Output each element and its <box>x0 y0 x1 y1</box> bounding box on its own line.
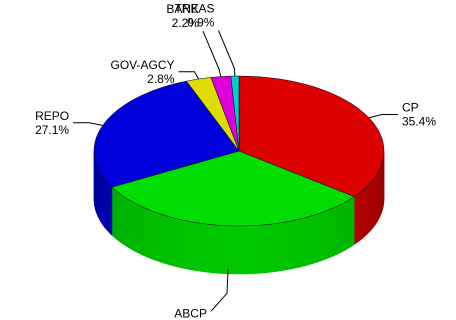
side-abcp <box>181 219 187 270</box>
side-abcp <box>240 225 247 275</box>
side-abcp <box>191 221 197 272</box>
side-abcp <box>265 223 272 274</box>
side-abcp <box>250 225 257 275</box>
slice-abcp <box>111 150 355 227</box>
side-repo <box>108 183 112 235</box>
leader-abcp <box>210 268 229 312</box>
side-abcp <box>333 205 338 257</box>
side-abcp <box>119 193 124 245</box>
side-abcp <box>143 206 148 258</box>
side-abcp <box>299 217 305 268</box>
side-abcp <box>132 201 137 253</box>
label-gov-agcy-name: GOV-AGCY <box>110 58 174 72</box>
side-abcp <box>312 213 318 264</box>
pie-tops <box>93 75 385 227</box>
side-abcp <box>225 225 232 275</box>
side-abcp <box>344 199 349 251</box>
side-cp <box>369 180 373 233</box>
side-abcp <box>151 210 156 261</box>
side-abcp <box>210 224 217 274</box>
label-abcp-name: ABCP <box>174 306 207 320</box>
side-abcp <box>135 203 141 255</box>
side-abcp <box>147 208 152 260</box>
side-abcp <box>290 219 296 270</box>
side-abcp <box>325 209 331 260</box>
side-abcp <box>159 213 165 264</box>
side-abcp <box>275 222 282 272</box>
side-cp <box>364 184 368 237</box>
label-treas-percent: 0.9% <box>187 16 215 30</box>
label-bank-name: BANK <box>166 2 199 16</box>
side-abcp <box>304 216 310 267</box>
side-abcp <box>270 223 277 273</box>
leader-treas <box>218 30 236 77</box>
label-repo-percent: 27.1% <box>35 123 69 137</box>
side-cp <box>353 193 358 246</box>
side-abcp <box>205 223 212 273</box>
side-abcp <box>220 225 227 275</box>
side-cp <box>359 189 364 241</box>
side-abcp <box>167 216 174 267</box>
side-abcp <box>200 223 207 273</box>
leader-repo <box>73 122 103 126</box>
side-abcp <box>340 201 345 253</box>
side-abcp <box>337 203 342 255</box>
side-repo <box>106 180 109 233</box>
label-bank-percent: 2.2% <box>172 16 200 30</box>
side-abcp <box>116 191 121 243</box>
side-abcp <box>176 218 183 269</box>
side-abcp <box>329 207 335 258</box>
side-abcp <box>111 186 115 239</box>
side-abcp <box>215 224 222 274</box>
slice-repo <box>93 80 240 188</box>
side-cp <box>362 187 366 239</box>
side-repo <box>110 185 113 236</box>
label-repo-name: REPO <box>35 109 69 123</box>
label-treas-name: TREAS <box>174 2 214 16</box>
side-abcp <box>294 218 301 269</box>
side-abcp <box>280 221 287 272</box>
side-cp <box>356 191 361 244</box>
side-cp <box>367 182 371 235</box>
side-abcp <box>186 220 192 271</box>
slice-cp <box>238 75 385 197</box>
side-abcp <box>260 224 267 274</box>
side-abcp <box>235 225 242 275</box>
side-abcp <box>172 217 178 268</box>
side-abcp <box>347 197 352 249</box>
side-abcp <box>317 212 323 263</box>
side-abcp <box>255 224 262 274</box>
leader-gov-agcy <box>178 71 199 80</box>
leader-bank <box>202 30 222 77</box>
side-abcp <box>128 199 133 251</box>
side-abcp <box>308 215 314 266</box>
side-abcp <box>285 220 291 271</box>
side-abcp <box>321 210 327 262</box>
side-abcp <box>114 188 118 241</box>
side-abcp <box>195 222 202 272</box>
side-abcp <box>163 214 169 265</box>
side-abcp <box>245 225 252 275</box>
side-abcp <box>139 205 144 256</box>
label-cp-name: CP <box>402 100 419 114</box>
leader-lines <box>73 30 399 312</box>
side-abcp <box>230 225 237 275</box>
side-abcp <box>155 211 160 263</box>
label-gov-agcy-percent: 2.8% <box>147 72 175 86</box>
label-cp-percent: 35.4% <box>402 114 436 128</box>
slice-labels: CP35.4%ABCP31.6%REPO27.1%GOV-AGCY2.8%BAN… <box>35 2 436 320</box>
side-abcp <box>122 195 127 247</box>
leader-cp <box>368 113 399 119</box>
side-abcp <box>125 197 130 249</box>
side-abcp <box>351 196 355 247</box>
